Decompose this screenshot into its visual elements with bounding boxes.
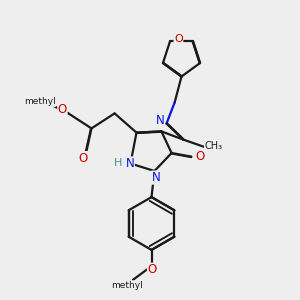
- Text: O: O: [174, 34, 183, 44]
- Text: N: N: [155, 114, 164, 127]
- Text: N: N: [125, 157, 134, 170]
- Text: O: O: [148, 263, 157, 276]
- Text: N: N: [152, 171, 160, 184]
- Text: methyl: methyl: [112, 281, 143, 290]
- Text: O: O: [58, 103, 67, 116]
- Text: methyl: methyl: [24, 98, 56, 106]
- Text: O: O: [79, 152, 88, 165]
- Text: H: H: [114, 158, 122, 169]
- Text: CH₃: CH₃: [205, 141, 223, 152]
- Text: O: O: [195, 150, 204, 163]
